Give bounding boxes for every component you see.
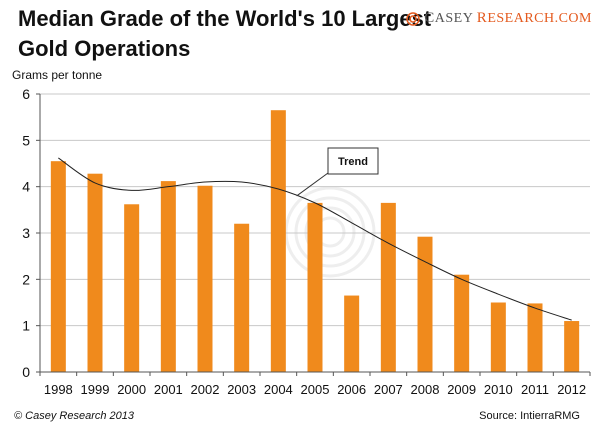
x-tick-label: 2000 <box>117 382 146 397</box>
bar-2011 <box>527 303 543 372</box>
bar-2000 <box>124 204 140 372</box>
bar-2003 <box>234 223 250 372</box>
bar-2002 <box>197 185 213 372</box>
y-axis-label: Grams per tonne <box>12 68 103 82</box>
bar-2004 <box>270 110 286 372</box>
trend-label: Trend <box>338 156 368 168</box>
bar-2005 <box>307 202 323 372</box>
x-tick-label: 2010 <box>484 382 513 397</box>
y-tick-label: 0 <box>22 364 30 380</box>
bar-2006 <box>344 295 360 372</box>
trend-callout: Trend <box>296 147 379 197</box>
trend-line <box>58 157 572 321</box>
y-tick-label: 3 <box>22 225 30 241</box>
y-tick-label: 5 <box>22 132 30 148</box>
y-tick-label: 2 <box>22 271 30 287</box>
y-tick-label: 4 <box>22 179 30 195</box>
x-tick-label: 1999 <box>81 382 110 397</box>
target-icon <box>406 11 420 26</box>
chart-title-line1: Median Grade of the World's 10 Largest <box>18 6 432 31</box>
x-tick-label: 2006 <box>337 382 366 397</box>
x-tick-label: 2004 <box>264 382 293 397</box>
brand-name: CASEY RESEARCH.COM <box>424 10 592 26</box>
bar-1998 <box>50 161 66 372</box>
y-tick-label: 1 <box>22 318 30 334</box>
bar-1999 <box>87 173 103 372</box>
bar-2008 <box>417 236 433 372</box>
x-tick-label: 1998 <box>44 382 73 397</box>
x-tick-label: 2002 <box>191 382 220 397</box>
brand-logo[interactable]: CASEY RESEARCH.COM <box>406 10 592 27</box>
x-tick-label: 2011 <box>521 382 549 397</box>
trend-callout-line <box>296 172 329 197</box>
x-tick-label: 2003 <box>227 382 256 397</box>
x-tick-label: 2007 <box>374 382 403 397</box>
x-tick-label: 2009 <box>447 382 476 397</box>
bar-2009 <box>454 274 470 372</box>
x-tick-label: 2012 <box>557 382 586 397</box>
bar-2001 <box>160 181 176 372</box>
bar-2010 <box>490 302 506 372</box>
bar-2007 <box>380 202 396 372</box>
y-tick-label: 6 <box>22 86 30 102</box>
x-tick-label: 2001 <box>154 382 183 397</box>
bar-2012 <box>564 321 580 372</box>
chart-title-line2: Gold Operations <box>18 36 191 61</box>
trend-label-box <box>327 147 379 175</box>
x-tick-label: 2005 <box>301 382 330 397</box>
chart-title: Median Grade of the World's 10 Largest G… <box>18 4 438 64</box>
source-text: Source: IntierraRMG <box>479 410 580 422</box>
watermark-logo <box>284 186 376 278</box>
copyright-text: © Casey Research 2013 <box>14 410 135 422</box>
x-tick-label: 2008 <box>411 382 440 397</box>
